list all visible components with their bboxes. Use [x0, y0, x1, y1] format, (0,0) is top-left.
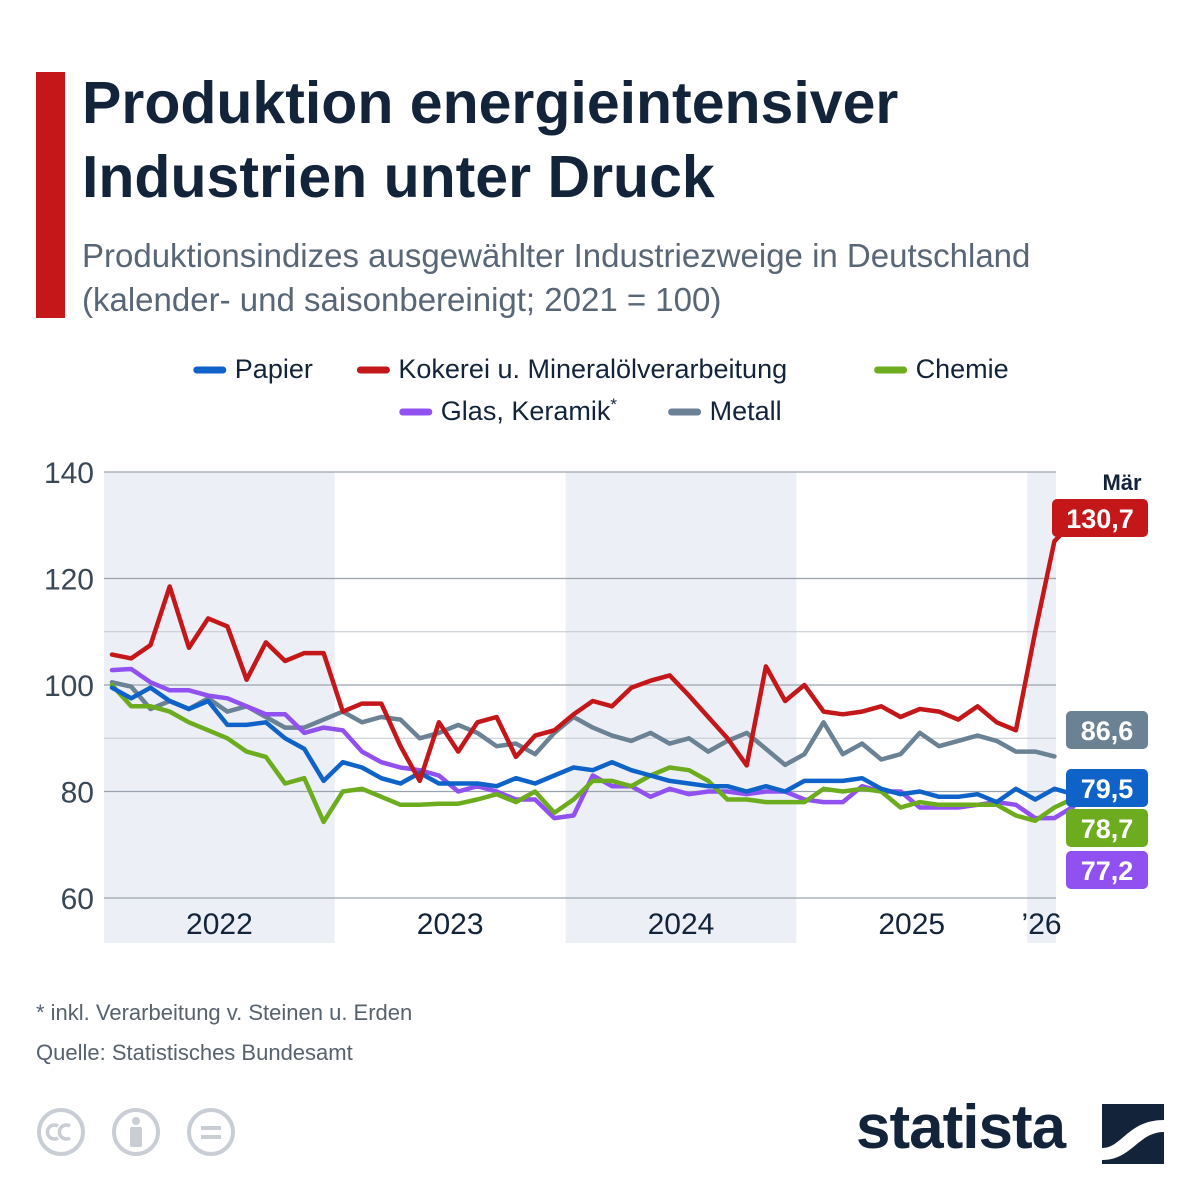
- end-value-labels: Mär 86,6 77,2 78,7 79,5 130,7: [1052, 470, 1148, 889]
- series-line: [109, 519, 1076, 784]
- page-subtitle: Produktionsindizes ausgewählter Industri…: [82, 237, 1031, 318]
- attribution-icon[interactable]: [112, 1108, 160, 1156]
- series-line: [109, 682, 1076, 825]
- source-note: Quelle: Statistisches Bundesamt: [36, 1040, 353, 1065]
- end-label-box: [1066, 809, 1148, 847]
- x-year-label: 2022: [186, 908, 253, 941]
- y-tick-label: 140: [44, 457, 94, 490]
- legend-label: Glas, Keramik*: [441, 395, 618, 426]
- y-tick-label: 120: [44, 564, 94, 597]
- end-value-label: 78,7: [1081, 814, 1134, 844]
- year-band: [1027, 472, 1056, 943]
- x-year-label: ’26: [1022, 908, 1062, 941]
- y-axis: 60 80 100 120 140: [44, 457, 94, 916]
- legend-label: Metall: [710, 396, 782, 426]
- legend-label: Kokerei u. Mineralölverarbeitung: [398, 354, 787, 384]
- y-tick-label: 100: [44, 670, 94, 703]
- legend-item: Chemie: [874, 354, 1009, 384]
- x-year-label: 2023: [417, 908, 484, 941]
- statista-logo-text: statista: [856, 1093, 1066, 1162]
- end-value-label: 130,7: [1066, 504, 1134, 534]
- accent-bar: [36, 72, 65, 318]
- statista-logo-icon: [1102, 1104, 1164, 1164]
- legend-label: Papier: [235, 354, 313, 384]
- end-label-box: [1052, 499, 1148, 537]
- legend-item: Kokerei u. Mineralölverarbeitung: [356, 354, 787, 384]
- last-month-label: Mär: [1102, 470, 1142, 495]
- end-label-box: [1066, 769, 1148, 807]
- x-axis: 2022 2023 2024 2025 ’26: [186, 908, 1062, 941]
- series-line: [109, 680, 1057, 768]
- legend-item: Metall: [668, 396, 782, 426]
- footnote: * inkl. Verarbeitung v. Steinen u. Erden: [36, 1000, 413, 1025]
- chart-legend: Papier Kokerei u. Mineralölverarbeitung Ch…: [193, 354, 1009, 426]
- x-year-label: 2024: [648, 908, 715, 941]
- cc-icon[interactable]: [37, 1108, 85, 1156]
- legend-item: Papier: [193, 354, 313, 384]
- legend-label: Chemie: [916, 354, 1009, 384]
- x-year-label: 2025: [878, 908, 945, 941]
- end-value-label: 79,5: [1081, 774, 1134, 804]
- no-derivatives-icon[interactable]: [187, 1108, 235, 1156]
- line-chart: Papier Kokerei u. Mineralölverarbeitung Ch…: [44, 354, 1148, 943]
- end-value-label: 77,2: [1081, 856, 1134, 886]
- page-title: Produktion energieintensiver Industrien …: [82, 70, 899, 210]
- end-value-label: 86,6: [1081, 716, 1134, 746]
- series-line: [109, 685, 1076, 805]
- end-label-box: [1066, 851, 1148, 889]
- end-label-box: [1066, 711, 1148, 749]
- year-band: [565, 472, 797, 943]
- series-lines: [109, 519, 1076, 825]
- y-tick-label: 60: [61, 883, 94, 916]
- legend-item: Glas, Keramik*: [399, 395, 618, 426]
- y-tick-label: 80: [61, 777, 94, 810]
- license-icons[interactable]: [36, 1106, 246, 1158]
